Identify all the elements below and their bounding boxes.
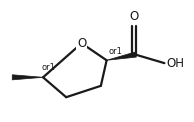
Text: OH: OH: [166, 57, 184, 70]
Polygon shape: [12, 75, 43, 80]
Polygon shape: [107, 52, 136, 60]
Text: O: O: [129, 10, 138, 23]
Text: or1: or1: [109, 47, 122, 56]
Text: O: O: [77, 37, 86, 50]
Text: or1: or1: [41, 63, 55, 72]
